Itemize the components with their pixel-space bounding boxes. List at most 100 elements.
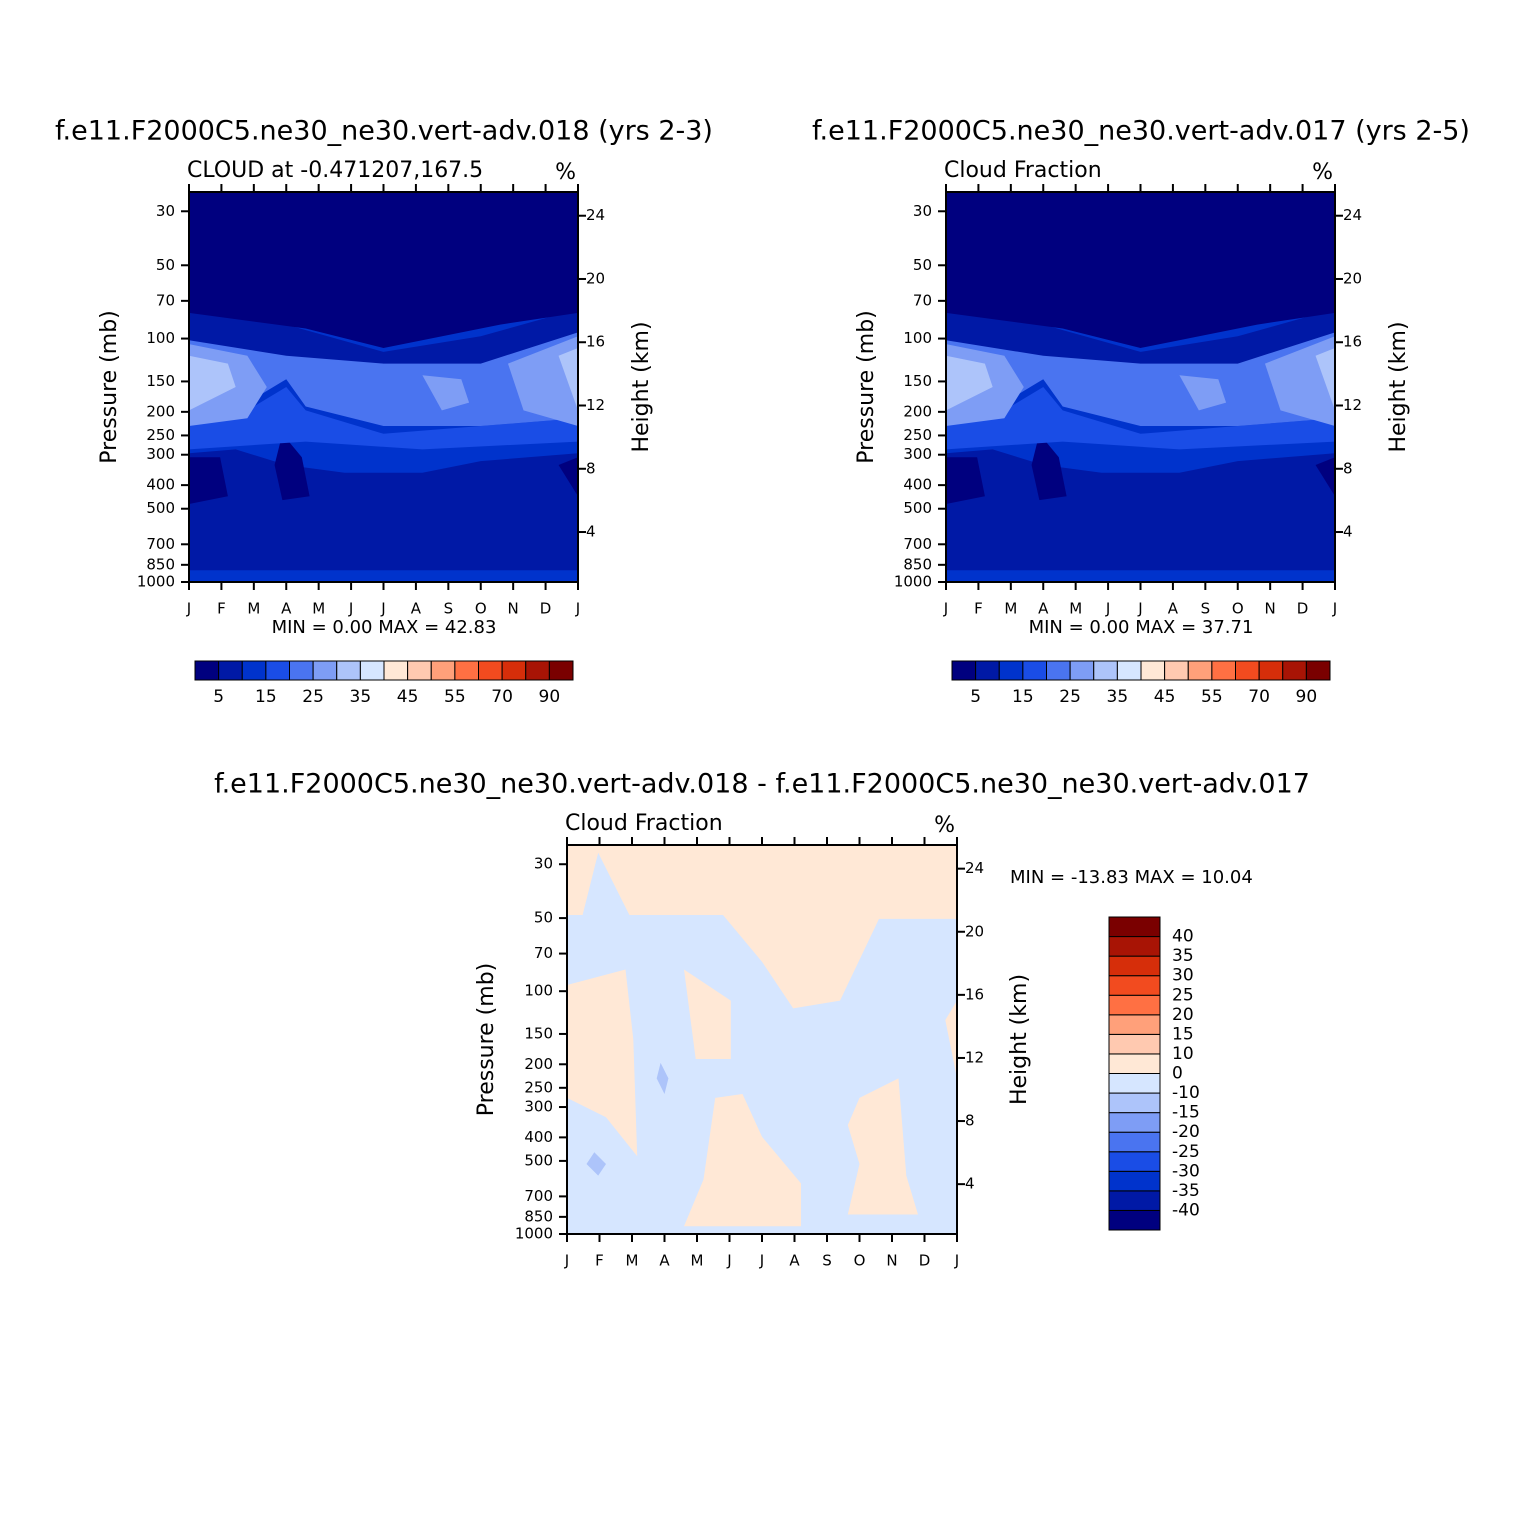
panel: f.e11.F2000C5.ne30_ne30.vert-adv.018 (yr…	[55, 116, 713, 708]
contour-region	[558, 457, 578, 497]
colorbar-box	[1108, 1170, 1161, 1192]
y-tick-label: 850	[146, 555, 175, 573]
y-tick-label: 250	[524, 1078, 553, 1096]
contour-region	[189, 355, 236, 411]
y-tick-label: 200	[903, 402, 932, 420]
x-tick-label: J	[726, 1252, 731, 1270]
stats: MIN = 0.00 MAX = 42.83	[272, 617, 497, 638]
y2-tick-label: 16	[965, 985, 984, 1003]
colorbar-label: -35	[1172, 1181, 1200, 1201]
colorbar-box	[407, 660, 432, 681]
x-tick-label: S	[444, 600, 454, 618]
panel-title: f.e11.F2000C5.ne30_ne30.vert-adv.017 (yr…	[812, 116, 1470, 147]
x-tick-label: J	[954, 1252, 959, 1270]
colorbar-box	[1235, 660, 1260, 681]
colorbar-box	[218, 660, 243, 681]
x-tick-label: J	[564, 1252, 569, 1270]
colorbar-label: 90	[1296, 687, 1318, 707]
y-tick-label: 200	[524, 1055, 553, 1073]
colorbar-box	[501, 660, 527, 681]
x-tick-label: J	[348, 600, 353, 618]
contour-region	[946, 332, 1335, 426]
y2-tick-label: 12	[586, 396, 605, 414]
colorbar-box	[1108, 1073, 1161, 1094]
units: %	[934, 813, 955, 838]
colorbar-box	[265, 660, 290, 681]
colorbar-label: 20	[1172, 1005, 1194, 1025]
colorbar-box	[1108, 1131, 1161, 1153]
y2-tick-label: 8	[965, 1112, 975, 1130]
colorbar-label: 55	[444, 687, 466, 707]
contour-region	[189, 192, 578, 348]
colorbar-label: 15	[1012, 687, 1034, 707]
y-tick-label: 50	[156, 256, 175, 274]
contour-region	[946, 355, 993, 411]
colorbar-box	[1108, 936, 1161, 957]
contour-region	[946, 457, 985, 504]
colorbar-label: 40	[1172, 927, 1194, 947]
y-tick-label: 700	[524, 1187, 553, 1205]
colorbar-box	[1211, 660, 1236, 681]
colorbar-box	[1305, 660, 1331, 681]
colorbar-label: -15	[1172, 1103, 1200, 1123]
colorbar-label: 15	[1172, 1024, 1194, 1044]
colorbar-box	[312, 660, 338, 681]
colorbar-label: 5	[213, 687, 224, 707]
x-tick-label: J	[380, 600, 385, 618]
y-tick-label: 300	[146, 445, 175, 463]
colorbar-label: -20	[1172, 1122, 1200, 1142]
colorbar-label: 35	[350, 687, 372, 707]
contour-region	[684, 1093, 801, 1227]
stats: MIN = -13.83 MAX = 10.04	[1010, 867, 1253, 888]
x-tick-label: F	[974, 600, 983, 618]
y-tick-label: 850	[903, 555, 932, 573]
y-tick-label: 400	[903, 476, 932, 494]
y-tick-label: 1000	[894, 573, 932, 591]
colorbar-box	[1108, 1033, 1161, 1055]
contour-region	[558, 348, 578, 411]
contour-region	[945, 1000, 957, 1079]
colorbar-box	[1116, 660, 1142, 681]
contour-region	[1179, 375, 1227, 411]
y2-tick-label: 4	[1343, 523, 1353, 541]
x-tick-label: A	[789, 1252, 800, 1270]
x-tick-label: F	[595, 1252, 604, 1270]
colorbar-label: -40	[1172, 1200, 1200, 1220]
colorbar-box	[1140, 660, 1166, 681]
colorbar-box	[1108, 975, 1161, 996]
colorbar-box	[1108, 1112, 1161, 1133]
colorbar-label: 25	[1172, 985, 1194, 1005]
colorbar-box	[1108, 1053, 1161, 1074]
colorbar-box	[951, 660, 977, 681]
x-tick-label: J	[1332, 600, 1337, 618]
colorbar-box	[359, 660, 385, 681]
y2-tick-label: 16	[1343, 333, 1362, 351]
y2-axis-label: Height (km)	[1386, 321, 1411, 452]
colorbar-label: 70	[1248, 687, 1270, 707]
contour-region	[1315, 457, 1335, 497]
colorbar-box	[336, 660, 361, 681]
colorbar-box	[1164, 660, 1189, 681]
x-tick-label: N	[886, 1252, 897, 1270]
colorbar-label: 55	[1201, 687, 1223, 707]
y-tick-label: 500	[146, 499, 175, 517]
x-tick-label: O	[854, 1252, 866, 1270]
colorbar-box	[1282, 660, 1307, 681]
contour-region	[656, 1062, 669, 1094]
y-tick-label: 150	[903, 372, 932, 390]
colorbar-label: -25	[1172, 1142, 1200, 1162]
x-tick-label: M	[1069, 600, 1082, 618]
colorbar-label: 5	[970, 687, 981, 707]
colorbar-label: 10	[1172, 1044, 1194, 1064]
y-tick-label: 70	[156, 291, 175, 309]
y2-tick-label: 4	[965, 1175, 975, 1193]
colorbar-box	[1093, 660, 1118, 681]
y2-tick-label: 24	[965, 859, 984, 877]
colorbar-box	[430, 660, 456, 681]
x-tick-label: A	[1038, 600, 1049, 618]
contour-region	[1315, 348, 1335, 411]
x-tick-label: J	[1137, 600, 1142, 618]
x-tick-label: O	[1232, 600, 1244, 618]
colorbar-box	[454, 660, 479, 681]
